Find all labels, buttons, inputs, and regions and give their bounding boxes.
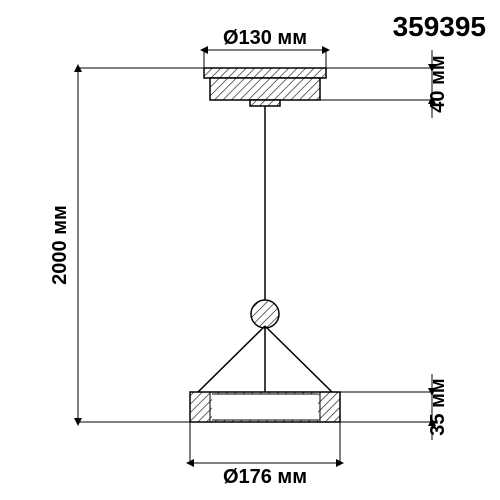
hanger-wire bbox=[198, 326, 265, 392]
dim-canopy-dia-label: Ø130 мм bbox=[223, 27, 307, 49]
dim-canopy-h-label: 40 мм bbox=[427, 55, 449, 112]
dim-drop-label: 2000 мм bbox=[49, 205, 71, 285]
product-sku: 359395 bbox=[393, 11, 486, 42]
dimension-drawing: Ø130 мм 40 мм 2000 мм 35 мм Ø176 мм 359395 bbox=[0, 0, 500, 500]
canopy-body bbox=[210, 78, 320, 100]
ball-joint bbox=[251, 300, 279, 328]
hanger-wire bbox=[265, 326, 332, 392]
dim-shade-h-label: 35 мм bbox=[427, 378, 449, 435]
canopy-lip bbox=[250, 100, 280, 106]
dim-shade-dia-label: Ø176 мм bbox=[223, 466, 307, 488]
canopy-plate bbox=[204, 68, 326, 78]
